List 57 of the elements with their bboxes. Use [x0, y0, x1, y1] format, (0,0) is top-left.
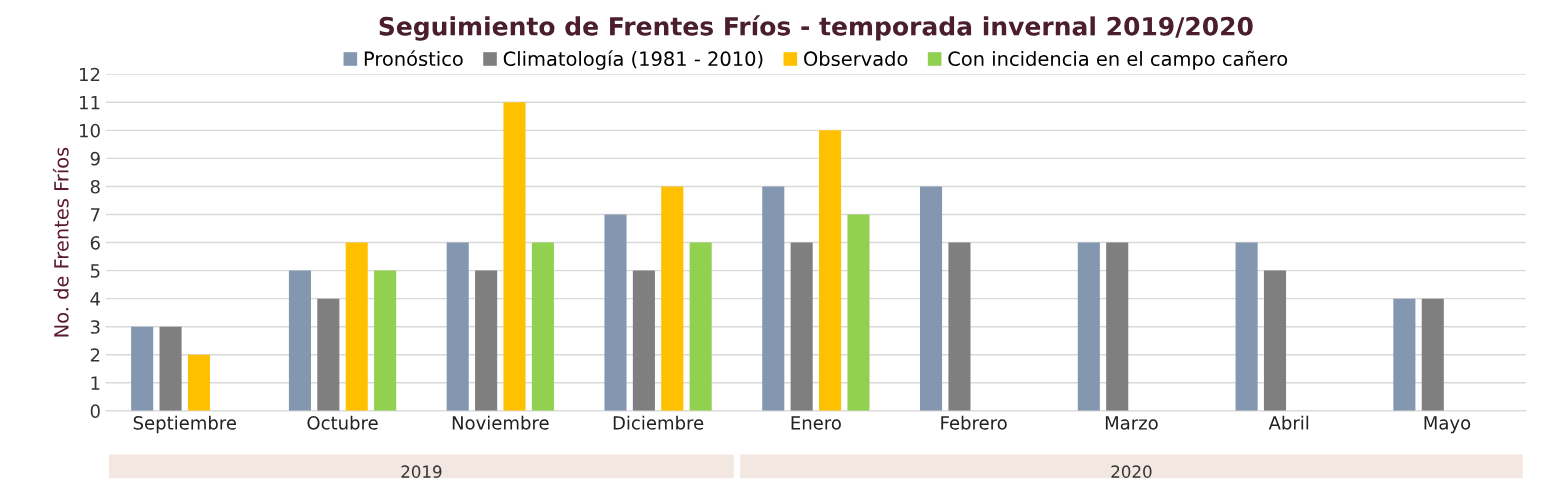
- y-tick-label: 9: [90, 151, 100, 166]
- x-tick-label: Noviembre: [452, 415, 549, 430]
- legend-label: Con incidencia en el campo cañero: [948, 50, 1288, 70]
- y-tick-label: 10: [80, 123, 100, 138]
- bar: [1106, 242, 1129, 411]
- y-tick-label: 0: [90, 404, 100, 418]
- bar: [790, 242, 813, 411]
- bar: [159, 326, 182, 411]
- y-tick-label: 8: [90, 179, 100, 194]
- x-tick-label: Abril: [1268, 415, 1309, 430]
- legend-label: Observado: [804, 51, 908, 67]
- bar: [288, 270, 311, 411]
- bar: [762, 186, 785, 411]
- y-tick-label: 5: [90, 264, 100, 278]
- bar: [1263, 270, 1287, 411]
- bar: [819, 130, 842, 411]
- bar: [446, 242, 469, 411]
- y-tick-label: 12: [80, 67, 100, 82]
- bar: [503, 102, 526, 411]
- legend-label: Pronóstico: [364, 50, 463, 67]
- bar: [475, 270, 498, 411]
- x-tick-label: Octubre: [307, 415, 378, 430]
- x-tick-label: Septiembre: [133, 415, 237, 434]
- x-tick-label: Marzo: [1105, 416, 1158, 430]
- bar: [632, 270, 655, 411]
- bar: [847, 214, 870, 411]
- bar: [317, 298, 340, 411]
- legend-label: Climatología (1981 - 2010): [503, 50, 763, 70]
- bar: [1421, 298, 1444, 411]
- y-tick-label: 3: [90, 320, 100, 334]
- bar: [661, 186, 684, 411]
- y-tick-label: 7: [91, 208, 100, 222]
- y-tick-label: 4: [90, 292, 100, 306]
- bar: [1077, 242, 1100, 411]
- chart-title: Seguimiento de Frentes Fríos - temporada invernal 2019/2020: [379, 15, 1253, 41]
- text: 2020: [1111, 465, 1152, 478]
- y-axis-title: No. de Frentes Fríos: [52, 147, 69, 337]
- text: 2019: [401, 465, 442, 478]
- bar: [604, 214, 627, 411]
- bar: [187, 354, 211, 411]
- bar: [689, 242, 712, 411]
- bar: [1393, 298, 1416, 411]
- x-tick-label: Mayo: [1424, 416, 1471, 434]
- y-tick-label: 11: [80, 96, 100, 110]
- bar: [1235, 242, 1258, 411]
- y-tick-label: 2: [90, 348, 100, 362]
- bar: [948, 242, 971, 411]
- bar: [131, 326, 154, 411]
- x-tick-label: Febrero: [941, 415, 1007, 430]
- bar: [920, 186, 943, 411]
- x-tick-label: Enero: [791, 416, 841, 430]
- y-tick-label: 6: [90, 236, 100, 250]
- bar: [531, 242, 554, 411]
- x-tick-label: Diciembre: [613, 415, 704, 430]
- y-tick-label: 1: [91, 376, 100, 390]
- bar: [345, 242, 368, 411]
- bar: [374, 270, 397, 411]
